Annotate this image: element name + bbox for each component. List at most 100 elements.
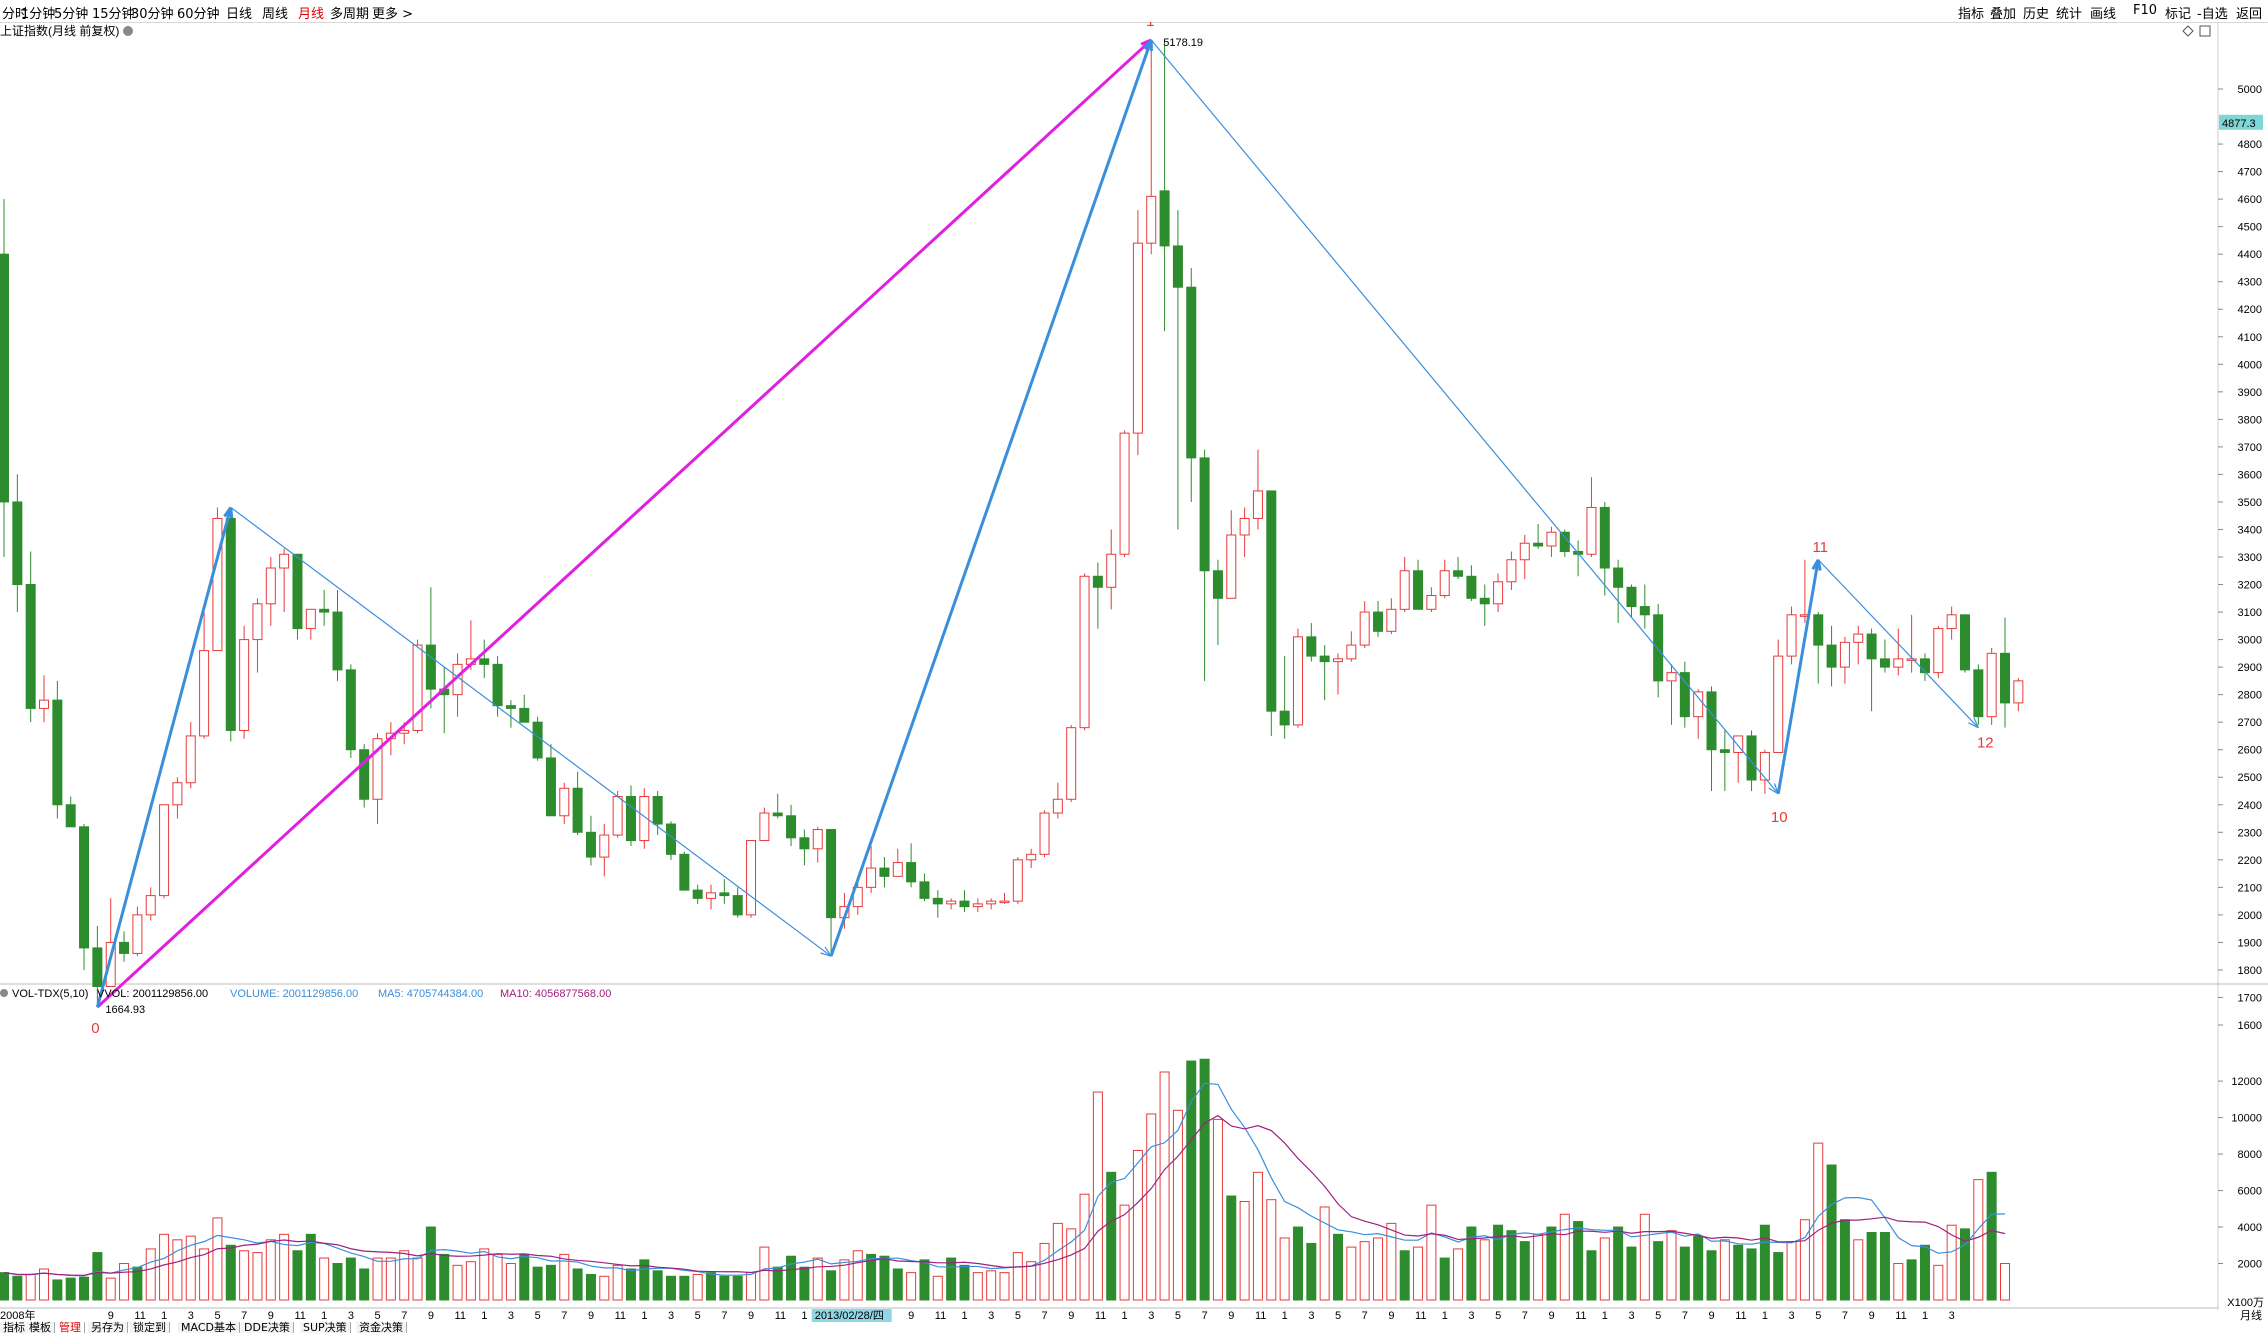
time-tick-label: 5 — [1015, 1310, 1021, 1322]
candle-body — [1693, 691, 1704, 718]
volume-bar — [1759, 1224, 1770, 1301]
volume-bar — [1973, 1179, 1984, 1301]
price-tick-label: 2800 — [2238, 690, 2262, 702]
time-tick-label: 11 — [1895, 1310, 1906, 1322]
volume-bar — [759, 1246, 770, 1301]
toolbar-button[interactable]: 统计 — [2056, 7, 2083, 22]
candle-body — [1786, 614, 1797, 657]
toolbar-button[interactable]: F10 — [2133, 3, 2158, 18]
chart-title: 上证指数(月线 前复权) — [0, 23, 119, 38]
candle-body — [1212, 570, 1223, 599]
price-tick-label: 3500 — [2238, 497, 2262, 509]
period-tab[interactable]: 多周期 — [330, 7, 370, 22]
toolbar-button[interactable]: 历史 — [2023, 7, 2050, 22]
candle-body — [799, 837, 810, 850]
wave-line — [1776, 559, 1820, 795]
candle-body — [92, 947, 103, 987]
volume-bar — [545, 1264, 556, 1301]
candle-body — [1986, 652, 1997, 718]
candle-body — [1679, 672, 1690, 718]
period-tab[interactable]: 日线 — [226, 7, 253, 22]
volume-bar — [1693, 1235, 1704, 1301]
candle-body — [225, 517, 236, 731]
window-toggle-icon[interactable] — [2199, 25, 2211, 37]
time-tick-label: 9 — [1228, 1310, 1234, 1322]
volume-bar — [1813, 1142, 1824, 1301]
bottom-tab[interactable]: 模板 — [26, 1322, 55, 1333]
bottom-tab[interactable]: 管理 — [56, 1322, 85, 1333]
candle-body — [679, 853, 690, 891]
volume-bar — [359, 1268, 370, 1301]
volume-bar — [1599, 1237, 1610, 1301]
candle-body — [959, 900, 970, 908]
candle-body — [105, 941, 116, 987]
volume-bar — [1106, 1171, 1117, 1301]
toolbar-button[interactable]: 指标 — [1958, 7, 1985, 22]
period-tab[interactable]: 分时 — [2, 7, 29, 22]
candle-body — [292, 553, 303, 630]
volume-bar — [1639, 1213, 1650, 1301]
volume-bar — [1613, 1226, 1624, 1301]
time-tick-label: 7 — [1362, 1310, 1368, 1322]
period-tab[interactable]: 1分钟 — [21, 7, 56, 22]
bottom-tab[interactable]: MACD基本 — [178, 1322, 240, 1333]
volume-bar — [1919, 1244, 1930, 1301]
time-tick-label: 11 — [294, 1310, 305, 1322]
volume-axis: 12000 10000 8000 6000 4000 2000 X100万 — [2218, 1076, 2264, 1309]
time-tick-label: 3 — [1148, 1310, 1154, 1322]
wave-label-12: 12 — [1977, 735, 1994, 752]
volume-bar — [1466, 1226, 1477, 1301]
volume-bar — [252, 1252, 263, 1301]
toolbar-button[interactable]: -自选 — [2197, 7, 2228, 22]
toolbar-button[interactable]: 叠加 — [1990, 7, 2017, 22]
period-tab[interactable]: 30分钟 — [131, 7, 174, 22]
candle-body — [1933, 628, 1944, 674]
period-tab[interactable]: 更多 > — [372, 7, 414, 22]
diamond-icon[interactable] — [2182, 25, 2194, 37]
price-tick-label: 3000 — [2238, 635, 2262, 647]
candle-body — [0, 253, 9, 503]
period-tab[interactable]: 月线 — [298, 7, 325, 22]
volume-bar — [425, 1226, 436, 1301]
volume-tick-label: 4000 — [2238, 1222, 2262, 1234]
candle-body — [919, 881, 930, 899]
toolbar-button[interactable]: 标记 — [2165, 7, 2192, 22]
candle-body — [519, 707, 530, 723]
volume-bar — [1573, 1221, 1584, 1301]
period-tab[interactable]: 周线 — [262, 7, 289, 22]
time-tick-label: 9 — [428, 1310, 434, 1322]
volume-bar — [652, 1270, 663, 1301]
toolbar-button[interactable]: 返回 — [2236, 7, 2263, 22]
bottom-tab[interactable]: 锁定到 — [130, 1322, 170, 1333]
candle-body — [1026, 853, 1037, 861]
volume-bar — [1426, 1204, 1437, 1301]
volume-bar — [39, 1268, 50, 1301]
volume-bar — [625, 1268, 636, 1301]
period-tab[interactable]: 15分钟 — [92, 7, 135, 22]
candle-body — [1106, 553, 1117, 588]
volume-bar — [465, 1261, 476, 1301]
time-highlight-box — [811, 1309, 892, 1322]
time-tick-label: 11 — [615, 1310, 626, 1322]
bottom-tab[interactable]: SUP决策 — [300, 1322, 351, 1333]
bottom-tab[interactable]: 另存为 — [88, 1322, 128, 1333]
bottom-tab-bar: 指标 模板 管理 另存为 锁定到 MACD基本 DDE决策 SUP决策 资金决策 — [0, 1322, 2268, 1333]
title-settings-icon[interactable] — [123, 26, 133, 36]
candle-body — [1132, 242, 1143, 434]
volume-bar — [1679, 1246, 1690, 1301]
period-tab[interactable]: 60分钟 — [177, 7, 220, 22]
period-tab[interactable]: 5分钟 — [54, 7, 89, 22]
toolbar-button[interactable]: 画线 — [2090, 7, 2117, 22]
bottom-tab[interactable]: 资金决策 — [356, 1322, 407, 1333]
bottom-tab[interactable]: 指标 — [0, 1322, 29, 1333]
volume-settings-icon[interactable] — [0, 989, 8, 997]
candle-body — [1119, 432, 1130, 555]
bottom-tab[interactable]: DDE决策 — [241, 1322, 294, 1333]
candle-body — [1479, 597, 1490, 605]
volume-bar — [1733, 1244, 1744, 1301]
time-tick-label: 1 — [1442, 1310, 1448, 1322]
volume-bar — [519, 1253, 530, 1301]
candle-body — [1333, 658, 1343, 663]
time-tick-label: 3 — [1628, 1310, 1634, 1322]
candle-body — [1493, 581, 1504, 605]
